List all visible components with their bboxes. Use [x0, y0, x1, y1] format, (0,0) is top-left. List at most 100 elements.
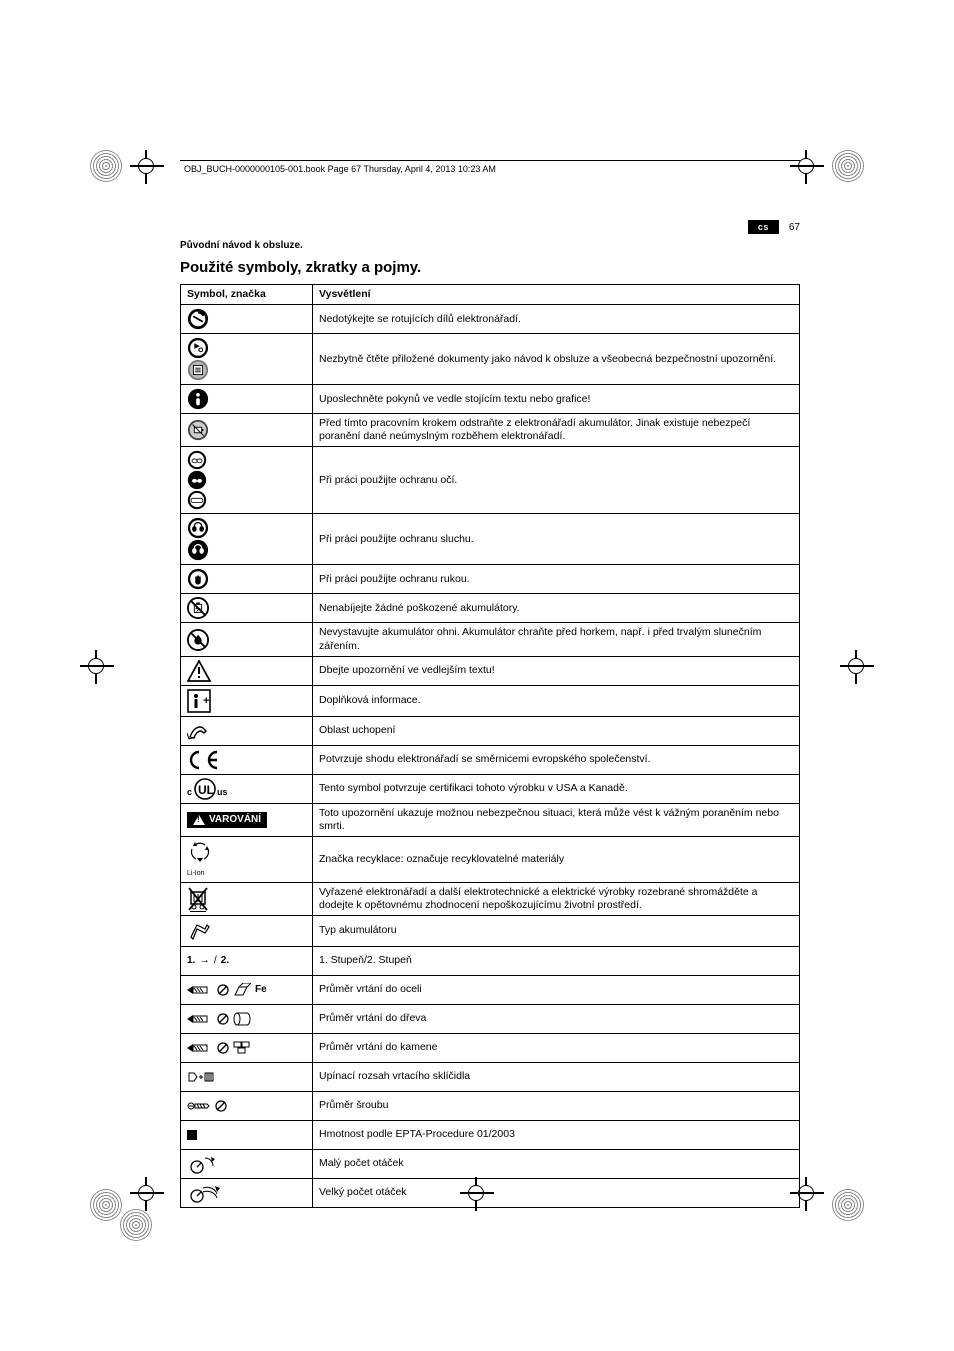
crop-mark [840, 650, 874, 684]
symbol-cell: + [181, 685, 313, 716]
explanation-cell: Průměr šroubu [313, 1091, 800, 1120]
table-row: + Doplňková informace. [181, 685, 800, 716]
header-rule [180, 160, 800, 161]
col-header-explain: Vysvětlení [313, 285, 800, 305]
symbol-cell: cULus [181, 774, 313, 803]
explanation-cell: Nedotýkejte se rotujících dílů elektroná… [313, 305, 800, 334]
table-row: Při práci použijte ochranu sluchu. [181, 514, 800, 565]
explanation-cell: Typ akumulátoru [313, 915, 800, 946]
symbol-cell [181, 1091, 313, 1120]
table-row: Nezbytně čtěte přiložené dokumenty jako … [181, 334, 800, 385]
table-row: Nedotýkejte se rotujících dílů elektroná… [181, 305, 800, 334]
registration-mark [832, 150, 864, 182]
explanation-cell: Velký počet otáček [313, 1178, 800, 1207]
symbol-cell [181, 1120, 313, 1149]
table-row: cULus Tento symbol potvrzuje certifikaci… [181, 774, 800, 803]
ul-mark-icon: cULus [187, 778, 306, 800]
page-number-bar: cs 67 [180, 220, 800, 234]
symbols-table: Symbol, značka Vysvětlení Nedotýkejte se… [180, 284, 800, 1208]
warning-triangle-icon [187, 660, 306, 682]
crop-mark [130, 1177, 164, 1211]
drill-steel-icon: Fe [187, 979, 306, 1001]
explanation-cell: Průměr vrtání do dřeva [313, 1004, 800, 1033]
table-row: Nevystavujte akumulátor ohni. Akumulátor… [181, 623, 800, 656]
table-row: Při práci použijte ochranu rukou. [181, 565, 800, 594]
explanation-cell: Před tímto pracovním krokem odstraňte z … [313, 414, 800, 447]
symbol-cell [181, 1033, 313, 1062]
explanation-cell: Doplňková informace. [313, 685, 800, 716]
explanation-cell: Při práci použijte ochranu sluchu. [313, 514, 800, 565]
warning-badge: VAROVÁNÍ [187, 812, 267, 829]
no-damaged-battery-icon [187, 597, 306, 619]
symbol-cell [181, 514, 313, 565]
symbol-cell [181, 1149, 313, 1178]
symbol-cell [181, 1004, 313, 1033]
explanation-cell: Nezbytně čtěte přiložené dokumenty jako … [313, 334, 800, 385]
weight-icon [187, 1124, 306, 1146]
explanation-cell: Toto upozornění ukazuje možnou nebezpečn… [313, 803, 800, 836]
symbol-cell [181, 305, 313, 334]
explanation-cell: Oblast uchopení [313, 716, 800, 745]
table-row: Průměr vrtání do kamene [181, 1033, 800, 1062]
crop-mark [80, 650, 114, 684]
symbol-cell [181, 565, 313, 594]
table-row: Malý počet otáček [181, 1149, 800, 1178]
eye-protection-icon [187, 450, 306, 510]
hand-protection-icon [187, 568, 306, 590]
table-row: Při práci použijte ochranu očí. [181, 447, 800, 514]
obey-instructions-icon [187, 388, 306, 410]
ear-protection-icon [187, 517, 306, 561]
remove-battery-icon [187, 419, 306, 441]
explanation-cell: Při práci použijte ochranu rukou. [313, 565, 800, 594]
drill-wood-icon [187, 1008, 306, 1030]
table-row: Hmotnost podle EPTA-Procedure 01/2003 [181, 1120, 800, 1149]
weee-icon [187, 886, 306, 912]
explanation-cell: Uposlechněte pokynů ve vedle stojícím te… [313, 385, 800, 414]
chuck-range-icon [187, 1066, 306, 1088]
section-title: Použité symboly, zkratky a pojmy. [180, 259, 800, 276]
symbol-cell [181, 414, 313, 447]
symbol-cell [181, 594, 313, 623]
page-content: OBJ_BUCH-0000000105-001.book Page 67 Thu… [180, 160, 800, 1208]
symbol-cell: Li-Ion [181, 836, 313, 882]
explanation-cell: Malý počet otáček [313, 1149, 800, 1178]
low-speed-icon [187, 1153, 306, 1175]
col-header-symbol: Symbol, značka [181, 285, 313, 305]
svg-text:UL: UL [198, 783, 214, 797]
book-header-meta: OBJ_BUCH-0000000105-001.book Page 67 Thu… [180, 163, 800, 180]
symbol-cell: Fe [181, 975, 313, 1004]
explanation-cell: 1. Stupeň/2. Stupeň [313, 946, 800, 975]
no-touch-rotating-icon [187, 308, 306, 330]
table-row: FePrůměr vrtání do oceli [181, 975, 800, 1004]
table-row: 1.→ / 2.1. Stupeň/2. Stupeň [181, 946, 800, 975]
read-docs-icon [187, 337, 306, 381]
explanation-cell: Vyřazené elektronářadí a další elektrote… [313, 882, 800, 915]
symbol-cell [181, 745, 313, 774]
table-row: VAROVÁNÍ Toto upozornění ukazuje možnou n… [181, 803, 800, 836]
table-row: Li-IonZnačka recyklace: označuje recyklo… [181, 836, 800, 882]
table-row: Uposlechněte pokynů ve vedle stojícím te… [181, 385, 800, 414]
crop-mark [130, 150, 164, 184]
table-row: Dbejte upozornění ve vedlejším textu! [181, 656, 800, 685]
table-row: Upínací rozsah vrtacího sklíčidla [181, 1062, 800, 1091]
page-number: 67 [789, 222, 800, 233]
explanation-cell: Značka recyklace: označuje recyklovateln… [313, 836, 800, 882]
symbol-cell [181, 1178, 313, 1207]
symbol-cell: VAROVÁNÍ [181, 803, 313, 836]
drill-stone-icon [187, 1037, 306, 1059]
symbol-cell [181, 656, 313, 685]
symbol-cell [181, 334, 313, 385]
symbol-cell: 1.→ / 2. [181, 946, 313, 975]
table-row: Potvrzuje shodu elektronářadí se směrnic… [181, 745, 800, 774]
table-row: Oblast uchopení [181, 716, 800, 745]
table-row: Nenabíjejte žádné poškozené akumulátory. [181, 594, 800, 623]
registration-mark [90, 1189, 122, 1221]
warning-badge-icon: VAROVÁNÍ [187, 809, 306, 831]
explanation-cell: Při práci použijte ochranu očí. [313, 447, 800, 514]
language-code-pill: cs [748, 220, 779, 234]
table-row: Typ akumulátoru [181, 915, 800, 946]
table-row: Velký počet otáček [181, 1178, 800, 1207]
info-extra-icon: + [187, 689, 306, 713]
explanation-cell: Nevystavujte akumulátor ohni. Akumulátor… [313, 623, 800, 656]
table-row: Vyřazené elektronářadí a další elektrote… [181, 882, 800, 915]
